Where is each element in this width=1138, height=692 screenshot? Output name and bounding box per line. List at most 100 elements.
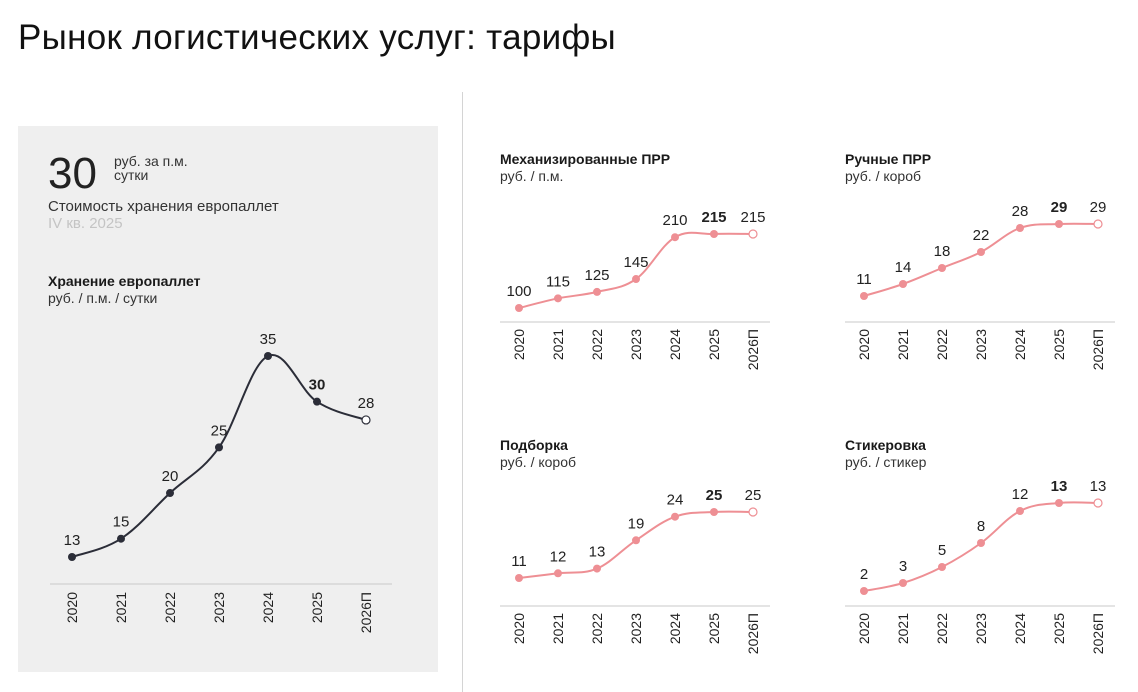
x-tick-label: 2025 xyxy=(706,613,722,644)
x-tick-label: 2024 xyxy=(667,613,683,644)
x-tick-label: 2025 xyxy=(1051,613,1067,644)
data-point xyxy=(554,569,562,578)
series-line xyxy=(518,510,754,579)
data-label: 22 xyxy=(973,227,990,244)
data-label: 215 xyxy=(740,209,765,226)
data-label: 28 xyxy=(1012,203,1029,220)
data-label: 18 xyxy=(934,243,951,260)
data-label: 8 xyxy=(977,518,985,535)
data-label: 25 xyxy=(745,487,762,504)
data-point xyxy=(593,564,601,573)
x-tick-label: 2022 xyxy=(934,329,950,360)
x-tick-label: 2023 xyxy=(973,329,989,360)
x-tick-label: 2022 xyxy=(934,613,950,644)
x-tick-label: 2020 xyxy=(511,329,527,360)
data-point xyxy=(671,512,679,521)
storage-panel: 30 руб. за п.м. сутки Стоимость хранения… xyxy=(18,126,438,672)
data-point xyxy=(1055,499,1063,507)
mechanized-chart-title: Механизированные ПРР xyxy=(500,151,671,167)
kpi-description: Стоимость хранения европаллет xyxy=(48,198,279,215)
x-tick-label: 2023 xyxy=(973,613,989,644)
data-point xyxy=(710,230,718,238)
data-point xyxy=(899,579,907,587)
data-label: 3 xyxy=(899,558,907,575)
data-point xyxy=(748,229,758,239)
data-label: 13 xyxy=(1051,478,1068,495)
x-tick-label: 2021 xyxy=(895,329,911,360)
storage-chart-subtitle: руб. / п.м. / сутки xyxy=(48,290,158,306)
x-tick-label: 2021 xyxy=(895,613,911,644)
data-point xyxy=(938,264,946,272)
kpi-period: IV кв. 2025 xyxy=(48,215,123,232)
data-point xyxy=(938,563,946,571)
panel-divider xyxy=(462,92,463,692)
kpi-value: 30 xyxy=(48,149,97,198)
x-tick-label: 2024 xyxy=(1012,329,1028,360)
data-label: 11 xyxy=(856,271,872,288)
data-label: 24 xyxy=(667,492,684,509)
data-label: 125 xyxy=(584,267,609,284)
kpi-unit-line1: руб. за п.м. xyxy=(114,153,188,169)
data-label: 29 xyxy=(1051,199,1068,216)
x-tick-label: 2020 xyxy=(856,329,872,360)
x-tick-label: 2025 xyxy=(706,329,722,360)
data-label: 11 xyxy=(511,553,527,570)
data-label: 12 xyxy=(1012,486,1029,503)
storage-chart-title: Хранение европаллет xyxy=(48,273,201,289)
x-tick-label: 2026П xyxy=(745,329,761,370)
manual-chart-subtitle: руб. / короб xyxy=(845,168,922,184)
data-point xyxy=(860,292,868,300)
x-tick-label: 2026П xyxy=(1090,613,1106,654)
data-point xyxy=(860,587,868,595)
data-label: 14 xyxy=(895,259,912,276)
x-tick-label: 2023 xyxy=(628,613,644,644)
data-label: 19 xyxy=(628,515,645,532)
data-point xyxy=(593,287,601,296)
data-label: 215 xyxy=(701,209,726,226)
x-tick-label: 2020 xyxy=(856,613,872,644)
data-point xyxy=(554,294,562,303)
data-point xyxy=(515,574,523,582)
data-point xyxy=(748,507,758,517)
data-point xyxy=(671,233,679,242)
data-point xyxy=(1016,507,1024,515)
x-tick-label: 2024 xyxy=(1012,613,1028,644)
data-label: 25 xyxy=(706,487,723,504)
mechanized-chart-subtitle: руб. / п.м. xyxy=(500,168,564,184)
x-tick-label: 2020 xyxy=(511,613,527,644)
data-label: 29 xyxy=(1090,199,1107,216)
data-point xyxy=(632,275,640,284)
x-tick-label: 2024 xyxy=(667,329,683,360)
data-label: 115 xyxy=(546,273,570,290)
data-point xyxy=(899,280,907,288)
data-point xyxy=(1016,224,1024,232)
data-label: 2 xyxy=(860,566,868,583)
data-point xyxy=(1093,219,1103,229)
series-line xyxy=(518,231,754,309)
x-tick-label: 2022 xyxy=(589,329,605,360)
kpi-unit: руб. за п.м. сутки xyxy=(114,154,234,182)
data-point xyxy=(977,539,985,547)
data-label: 5 xyxy=(938,542,946,559)
data-point xyxy=(632,536,640,545)
x-tick-label: 2021 xyxy=(550,329,566,360)
stickering-chart-subtitle: руб. / стикер xyxy=(845,454,927,470)
picking-chart-subtitle: руб. / короб xyxy=(500,454,577,470)
manual-chart-title: Ручные ПРР xyxy=(845,151,932,167)
data-label: 210 xyxy=(662,212,687,229)
x-tick-label: 2026П xyxy=(1090,329,1106,370)
page-title: Рынок логистических услуг: тарифы xyxy=(18,18,617,57)
x-tick-label: 2026П xyxy=(745,613,761,654)
x-tick-label: 2023 xyxy=(628,329,644,360)
x-tick-label: 2022 xyxy=(589,613,605,644)
data-point xyxy=(977,248,985,256)
data-point xyxy=(1093,498,1103,508)
stickering-chart-title: Стикеровка xyxy=(845,437,926,453)
data-label: 13 xyxy=(1090,478,1107,495)
data-label: 12 xyxy=(550,548,567,565)
data-label: 13 xyxy=(589,544,606,561)
data-point xyxy=(1055,220,1063,228)
data-point xyxy=(515,304,523,312)
x-tick-label: 2025 xyxy=(1051,329,1067,360)
kpi-unit-line2: сутки xyxy=(114,167,149,183)
